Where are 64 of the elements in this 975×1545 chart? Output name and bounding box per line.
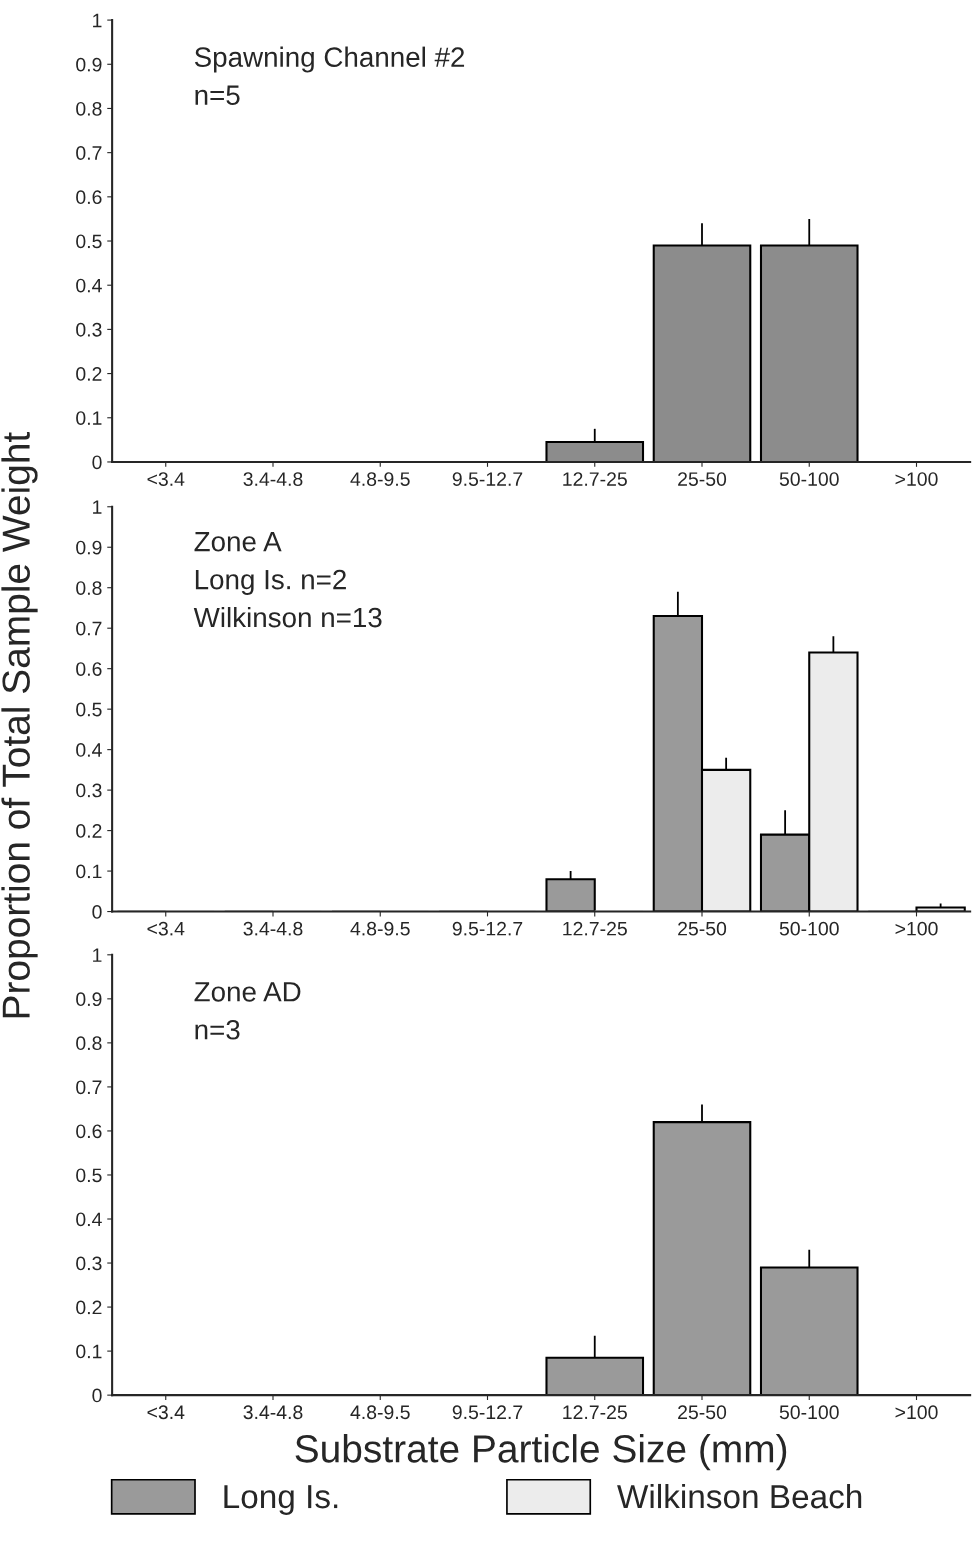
x-tick-label: 9.5-12.7: [452, 472, 523, 486]
y-tick-label: 0.4: [76, 1212, 102, 1227]
y-tick-label: 0.2: [76, 1300, 102, 1315]
annotation: Spawning Channel #2 n=5: [194, 46, 465, 105]
x-tick-label: >100: [895, 472, 938, 486]
x-tick-label: <3.4: [147, 1405, 185, 1420]
x-tick-label: 12.7-25: [563, 472, 627, 486]
y-tick-label: 0.3: [76, 783, 102, 798]
y-tick-label: 0.1: [76, 1344, 102, 1359]
annotation: Zone A Long Is. n=2 Wilkinson n=13: [193, 532, 382, 628]
y-tick-label: 1: [93, 500, 102, 514]
y-tick-label: 0.7: [76, 1080, 102, 1095]
x-tick-label: 12.7-25: [563, 1405, 627, 1420]
x-tick-label: 25-50: [678, 472, 727, 486]
x-tick-label: 4.8-9.5: [350, 1405, 410, 1420]
y-tick-label: 0.5: [76, 1168, 102, 1183]
y-tick-label: 0.7: [76, 146, 102, 160]
y-tick-label: 0.3: [76, 322, 102, 337]
y-tick-label: 0.5: [76, 702, 102, 717]
y-tick-label: 0.2: [76, 367, 102, 381]
y-tick-label: 0.1: [76, 864, 102, 879]
x-tick-label: 25-50: [678, 921, 727, 936]
y-tick-label: 0.9: [76, 540, 102, 555]
legend-label: Wilkinson Beach: [617, 1483, 862, 1509]
legend-label: Long Is.: [224, 1485, 338, 1515]
annotation: Zone AD n=3: [194, 982, 301, 1040]
x-tick-label: <3.4: [147, 472, 185, 486]
y-tick-label: 0.6: [76, 190, 102, 205]
x-tick-label: 12.7-25: [563, 921, 627, 936]
y-tick-label: 0: [92, 1388, 102, 1403]
y-tick-label: 0.6: [76, 662, 102, 676]
y-tick-label: 0.6: [76, 1124, 102, 1139]
x-tick-label: >100: [895, 921, 938, 936]
y-tick-label: 0.5: [76, 234, 102, 249]
x-tick-label: 50-100: [779, 472, 839, 486]
x-tick-label: 4.8-9.5: [350, 921, 410, 936]
y-tick-label: 0.8: [76, 581, 102, 595]
x-tick-label: <3.4: [147, 921, 185, 936]
x-tick-label: 4.8-9.5: [350, 472, 410, 486]
y-tick-label: 0: [92, 905, 102, 919]
y-tick-label: 0.8: [76, 101, 102, 116]
x-tick-label: 25-50: [678, 1405, 727, 1420]
x-tick-label: >100: [895, 1405, 938, 1420]
y-tick-label: 0.8: [76, 1036, 102, 1051]
y-tick-label: 0: [92, 455, 102, 470]
x-tick-label: 3.4-4.8: [243, 472, 303, 486]
y-tick-label: 1: [93, 948, 102, 962]
x-tick-label: 9.5-12.7: [452, 1405, 523, 1420]
y-tick-label: 0.9: [76, 57, 102, 72]
y-tick-label: 0.4: [76, 743, 102, 757]
x-tick-label: 9.5-12.7: [452, 921, 523, 936]
x-tick-label: 3.4-4.8: [243, 1405, 303, 1420]
x-tick-label: 3.4-4.8: [243, 921, 303, 936]
y-tick-label: 0.7: [76, 621, 102, 636]
y-tick-label: 1: [93, 13, 102, 28]
y-tick-label: 0.2: [76, 824, 102, 838]
y-tick-label: 0.9: [76, 992, 102, 1007]
x-tick-label: 50-100: [779, 921, 839, 936]
x-tick-label: 50-100: [779, 1405, 839, 1420]
y-axis-title: Proportion of Total Sample Weight: [1, 432, 38, 1018]
y-tick-label: 0.4: [76, 278, 102, 293]
x-axis-title: Substrate Particle Size (mm): [295, 1434, 787, 1471]
y-tick-label: 0.1: [76, 411, 102, 426]
y-tick-label: 0.3: [76, 1256, 102, 1271]
